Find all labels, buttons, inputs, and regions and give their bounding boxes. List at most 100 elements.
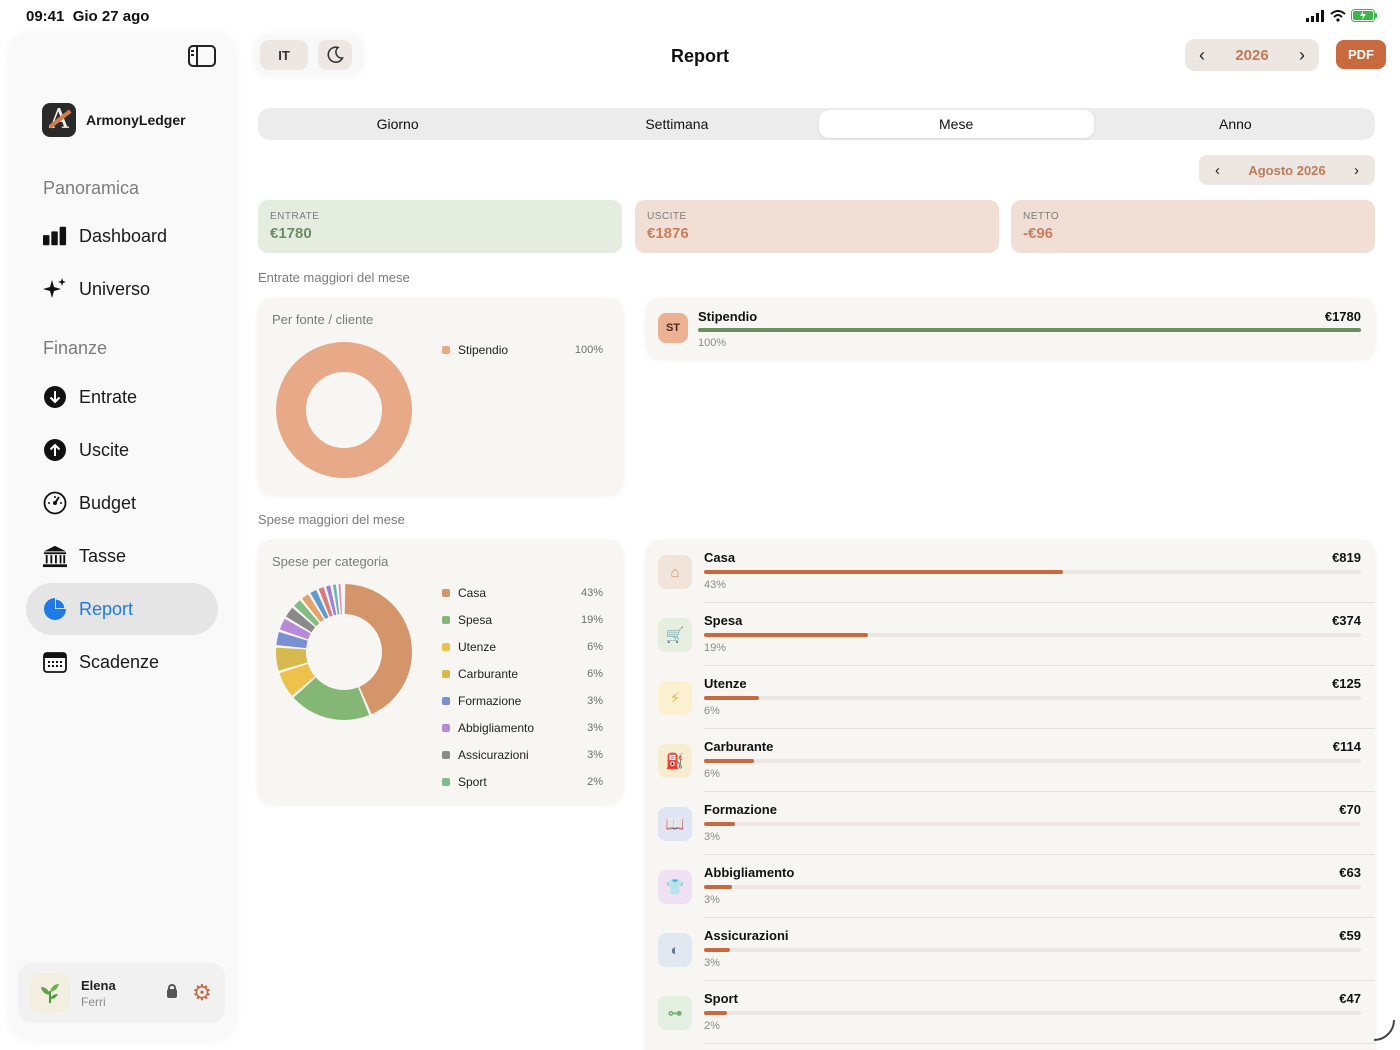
- expenses-summary-card: USCITE €1876: [635, 200, 999, 253]
- expense-donut-chart: [276, 584, 413, 720]
- income-legend: Stipendio 100%: [442, 336, 603, 363]
- category-bar-fill: [704, 822, 735, 826]
- category-bar-track: [704, 633, 1361, 637]
- divider: [704, 980, 1375, 981]
- expenses-value: €1876: [647, 225, 689, 242]
- legend-swatch: [442, 750, 450, 759]
- list-item[interactable]: ⛽ Carburante €114 6%: [646, 729, 1375, 792]
- category-bar-fill: [704, 570, 1063, 574]
- legend-value: 19%: [580, 613, 603, 626]
- lock-icon[interactable]: [167, 983, 177, 998]
- donut-slice: [279, 618, 311, 640]
- net-label: NETTO: [1023, 211, 1060, 222]
- sidebar: A ArmonyLedger Panoramica Dashboard Univ…: [10, 33, 235, 1040]
- income-label: ENTRATE: [270, 211, 320, 222]
- list-item[interactable]: 📖 Formazione €70 3%: [646, 792, 1375, 855]
- legend-label: Sport: [458, 774, 487, 789]
- language-button[interactable]: IT: [260, 40, 308, 70]
- month-value: Agosto 2026: [1248, 162, 1326, 178]
- tab-anno[interactable]: Anno: [1219, 116, 1252, 132]
- donut-slice: [279, 663, 315, 696]
- legend-item: Spesa 19%: [442, 606, 603, 633]
- category-name: Assicurazioni: [704, 928, 789, 943]
- legend-swatch: [442, 345, 450, 354]
- category-amount: €70: [1339, 802, 1361, 817]
- page-title: Report: [671, 46, 729, 66]
- category-name: Abbigliamento: [704, 865, 795, 880]
- expense-chart-title: Spese per categoria: [272, 554, 389, 569]
- signal-icon: [1306, 9, 1324, 22]
- source-amount: €1780: [1324, 309, 1361, 324]
- divider: [704, 791, 1375, 792]
- tab-mese[interactable]: Mese: [818, 110, 1094, 138]
- sidebar-item-uscite[interactable]: Uscite: [26, 424, 218, 476]
- list-item[interactable]: 👕 Abbigliamento €63 3%: [646, 855, 1375, 918]
- list-item[interactable]: 🛒 Spesa €374 19%: [646, 603, 1375, 666]
- donut-slice: [310, 589, 329, 619]
- chevron-right-icon[interactable]: ›: [1299, 44, 1305, 65]
- legend-label: Stipendio: [458, 342, 509, 357]
- sidebar-item-label: Tasse: [79, 545, 127, 566]
- sidebar-item-report[interactable]: Report: [26, 583, 218, 635]
- gauge-icon: [43, 491, 67, 515]
- sidebar-item-label: Universo: [79, 278, 151, 299]
- list-item[interactable]: ⌂ Casa €819 43%: [646, 540, 1375, 603]
- legend-swatch: [442, 777, 450, 786]
- category-amount: €819: [1332, 550, 1361, 565]
- chevron-left-icon[interactable]: ‹: [1199, 44, 1205, 65]
- category-amount: €374: [1332, 613, 1361, 628]
- expense-legend: Casa 43% Spesa 19% Utenze 6% Carburante 6% Forma…: [442, 579, 603, 795]
- list-item[interactable]: ⊶ Sport €47 2%: [646, 981, 1375, 1044]
- category-bar-fill: [704, 633, 868, 637]
- tab-settimana[interactable]: Settimana: [645, 116, 709, 132]
- legend-item: Carburante 6%: [442, 660, 603, 687]
- month-selector: ‹ Agosto 2026 ›: [1199, 155, 1375, 185]
- category-percent: 2%: [704, 1020, 720, 1032]
- sidebar-item-scadenze[interactable]: Scadenze: [26, 636, 218, 688]
- chevron-left-icon[interactable]: ‹: [1215, 161, 1220, 179]
- sidebar-item-label: Budget: [79, 492, 137, 513]
- dark-mode-button[interactable]: [318, 40, 352, 70]
- legend-value: 6%: [587, 640, 603, 653]
- expense-chart-panel: Spese per categoria Casa 43% Spesa 19% Utenz…: [258, 540, 623, 804]
- list-item[interactable]: ⚡ Utenze €125 6%: [646, 666, 1375, 729]
- chevron-right-icon[interactable]: ›: [1354, 161, 1359, 179]
- category-bar-fill: [704, 696, 759, 700]
- divider: [704, 854, 1375, 855]
- income-chart-panel: Per fonte / cliente Stipendio 100%: [258, 298, 623, 495]
- period-tabs: Giorno Settimana Mese Anno: [258, 108, 1375, 140]
- pdf-export-button[interactable]: PDF: [1336, 40, 1386, 69]
- category-bar-fill: [704, 759, 754, 763]
- list-item[interactable]: ST Stipendio €1780 100%: [646, 298, 1375, 361]
- donut-slice: [276, 631, 308, 649]
- sidebar-item-entrate[interactable]: Entrate: [26, 371, 218, 423]
- bolt-icon: ⚡: [658, 681, 692, 715]
- legend-swatch: [442, 669, 450, 678]
- category-bar-track: [704, 948, 1361, 952]
- shield-icon: ◐: [658, 933, 692, 967]
- sidebar-item-tasse[interactable]: Tasse: [26, 530, 218, 582]
- income-donut-chart: [276, 342, 412, 478]
- legend-label: Formazione: [458, 693, 522, 708]
- arrow-up-circle-icon: [43, 438, 67, 462]
- category-name: Utenze: [704, 676, 747, 691]
- user-card[interactable]: Elena Ferri ⚙: [18, 963, 225, 1023]
- legend-label: Assicurazioni: [458, 747, 529, 762]
- sidebar-item-dashboard[interactable]: Dashboard: [26, 210, 218, 262]
- category-bar-fill: [704, 1011, 727, 1015]
- legend-item: Utenze 6%: [442, 633, 603, 660]
- legend-value: 100%: [574, 343, 603, 356]
- brand-name: ArmonyLedger: [86, 112, 186, 128]
- list-item[interactable]: ◐ Assicurazioni €59 3%: [646, 918, 1375, 981]
- sidebar-item-budget[interactable]: Budget: [26, 477, 218, 529]
- sidebar-toggle-icon[interactable]: [188, 45, 216, 67]
- legend-swatch: [442, 588, 450, 597]
- category-amount: €59: [1339, 928, 1361, 943]
- category-bar-track: [704, 822, 1361, 826]
- tab-giorno[interactable]: Giorno: [376, 116, 419, 132]
- legend-item: Formazione 3%: [442, 687, 603, 714]
- sidebar-item-universo[interactable]: Universo: [26, 263, 218, 315]
- category-bar-track: [704, 885, 1361, 889]
- gear-icon[interactable]: ⚙: [192, 980, 212, 1005]
- top-left-controls: IT: [255, 35, 363, 75]
